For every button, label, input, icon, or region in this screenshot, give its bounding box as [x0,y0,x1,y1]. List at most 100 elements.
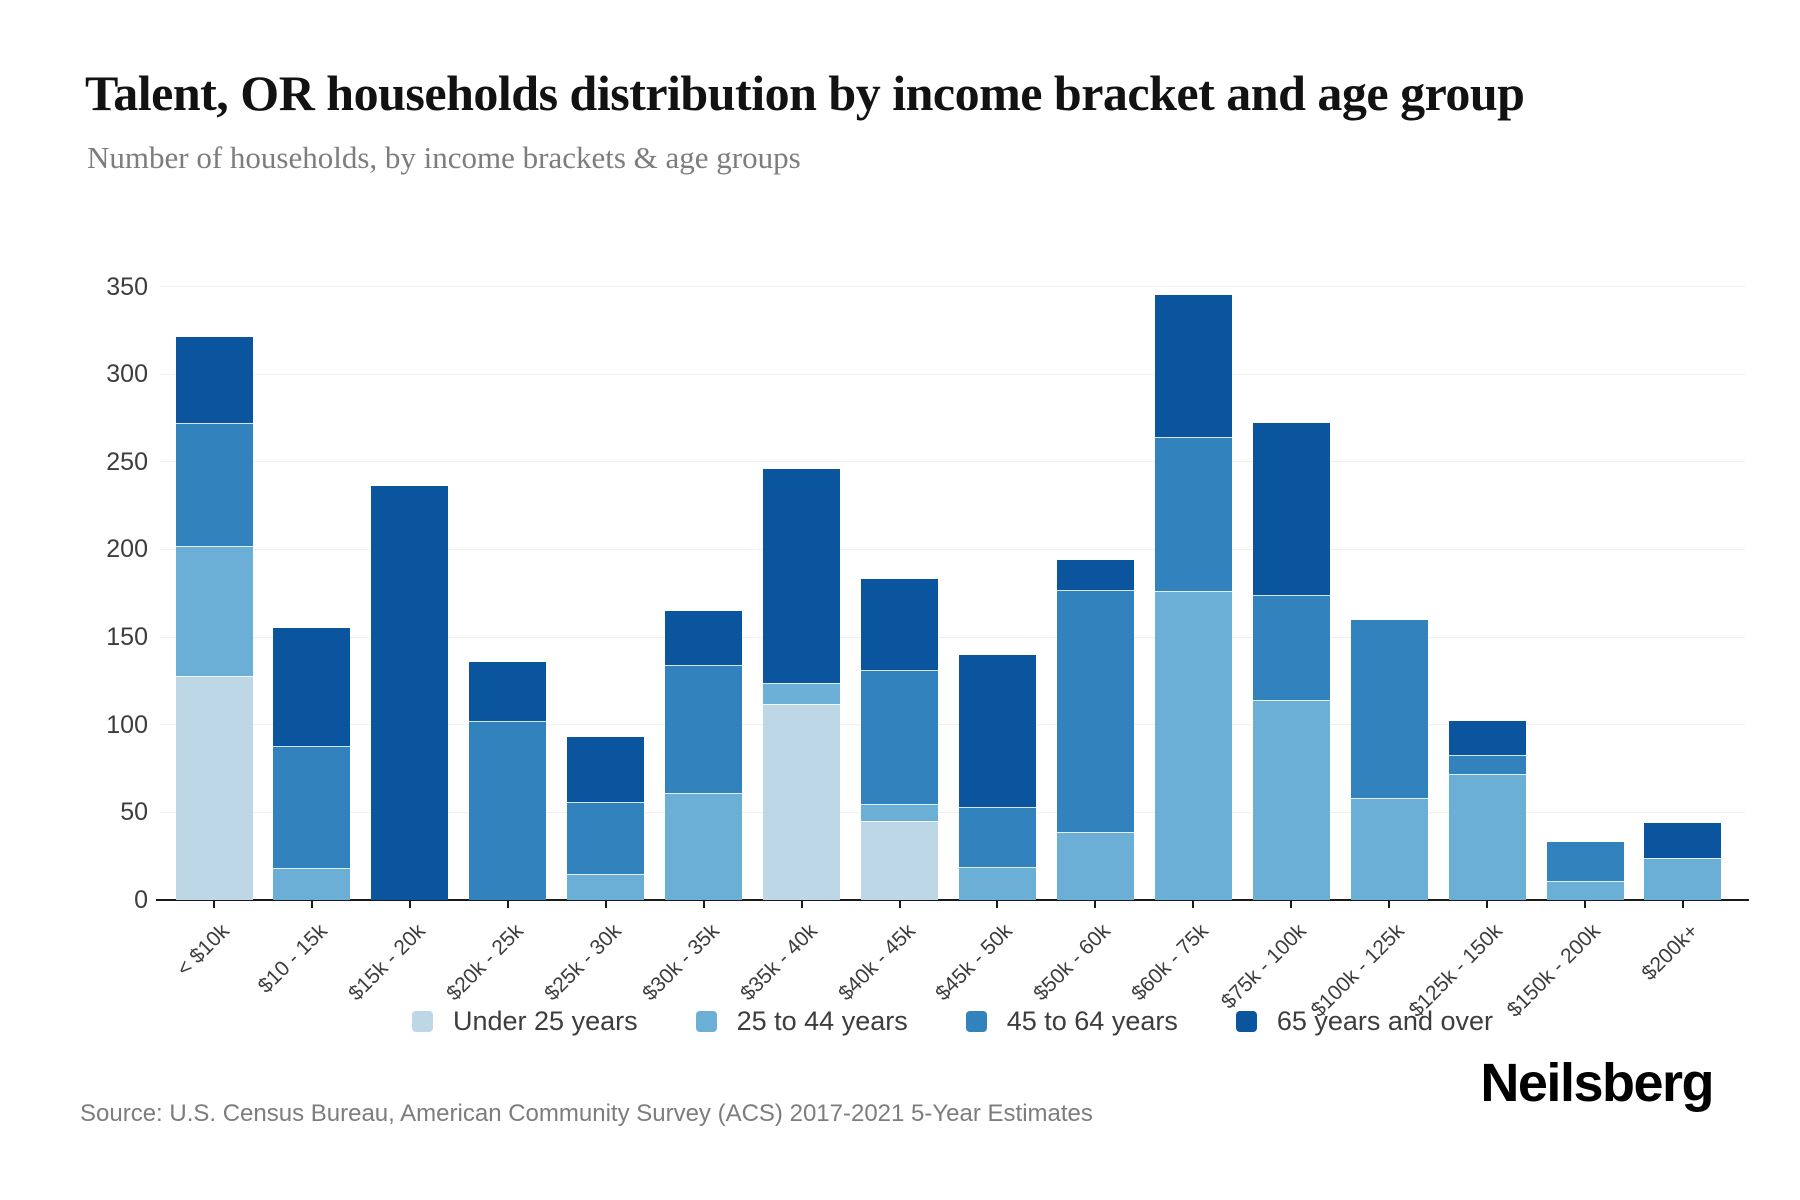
bar[interactable] [1448,721,1526,900]
bar-segment[interactable] [469,661,547,722]
bar[interactable] [175,337,253,900]
x-axis-label: $15k - 20k [344,919,430,1006]
bar-segment[interactable] [958,866,1036,900]
y-axis-label: 100 [106,710,148,739]
bar-segment[interactable] [1056,831,1134,900]
bar-segment[interactable] [175,675,253,900]
x-axis-label: $50k - 60k [1029,919,1116,1006]
bar-segment[interactable] [861,670,938,804]
bar-segment[interactable] [958,654,1036,808]
x-axis-line [156,899,1749,901]
chart-title: Talent, OR households distribution by in… [85,65,1525,121]
x-axis-label: $20k - 25k [441,919,528,1006]
bar[interactable] [665,610,743,900]
bar-segment[interactable] [273,745,351,869]
bar-segment[interactable] [371,486,449,900]
bar[interactable] [1154,295,1232,900]
x-tick-mark [898,901,901,908]
bar[interactable] [1350,619,1428,900]
bar-segment[interactable] [665,665,743,794]
chart-subtitle: Number of households, by income brackets… [87,140,801,175]
x-tick-mark [506,901,509,908]
bar-segment[interactable] [567,873,645,900]
bar-segment[interactable] [1644,857,1722,900]
bar[interactable] [273,628,351,900]
x-tick-mark [1681,901,1684,908]
source-note: Source: U.S. Census Bureau, American Com… [80,1100,1093,1127]
legend-item[interactable]: 25 to 44 years [695,1006,908,1037]
bar-segment[interactable] [1448,721,1526,755]
bar-segment[interactable] [567,801,645,874]
y-axis-label: 50 [120,798,148,827]
bar-segment[interactable] [273,868,351,900]
bar[interactable] [1644,822,1722,900]
bar-segment[interactable] [1154,437,1232,592]
bar-segment[interactable] [861,579,938,671]
bar[interactable] [371,486,449,900]
gridline [160,548,1745,550]
bar-segment[interactable] [1448,773,1526,900]
legend-label: 45 to 64 years [1006,1006,1178,1036]
bar-segment[interactable] [175,545,253,676]
bar[interactable] [567,736,645,900]
x-tick-mark [1094,901,1097,908]
y-axis-label: 200 [106,535,148,564]
x-tick-mark [213,901,215,908]
bar-segment[interactable] [469,721,547,900]
x-axis-label: $35k - 40k [735,919,822,1006]
bar-segment[interactable] [1252,700,1330,900]
bar-segment[interactable] [1154,591,1232,900]
bar-segment[interactable] [1056,559,1134,590]
bar-segment[interactable] [665,793,743,900]
bar[interactable] [469,661,547,900]
x-tick-mark [800,901,803,908]
y-axis-label: 350 [106,272,148,301]
bar-segment[interactable] [273,628,351,746]
bar-segment[interactable] [665,610,743,666]
bar-segment[interactable] [763,468,841,683]
y-axis-label: 300 [106,360,148,389]
gridline [160,724,1745,726]
bar-segment[interactable] [175,337,253,424]
legend-item[interactable]: 65 years and over [1235,1006,1493,1037]
bar-segment[interactable] [1350,798,1428,900]
legend-item[interactable]: Under 25 years [412,1006,638,1037]
y-axis-label: 250 [106,447,148,476]
bar-segment[interactable] [861,803,938,822]
bar-segment[interactable] [763,682,841,704]
bar[interactable] [1546,842,1624,900]
legend-swatch-icon [965,1011,987,1032]
bar-segment[interactable] [1546,880,1624,900]
bar[interactable] [763,468,841,900]
gridline [160,636,1745,638]
bar[interactable] [861,579,938,900]
legend-label: 65 years and over [1276,1006,1493,1036]
legend-item[interactable]: 45 to 64 years [965,1006,1178,1037]
x-tick-mark [604,901,607,908]
x-tick-mark [310,901,313,908]
bar-segment[interactable] [1252,594,1330,701]
bar-segment[interactable] [1644,822,1722,858]
bar-segment[interactable] [763,703,841,900]
bar-segment[interactable] [958,807,1036,867]
bar-segment[interactable] [1448,754,1526,774]
legend-swatch-icon [1235,1011,1257,1032]
bar[interactable] [958,654,1036,900]
bar[interactable] [1252,423,1330,900]
legend-label: Under 25 years [453,1006,638,1036]
bar-segment[interactable] [175,423,253,546]
bar-segment[interactable] [861,821,938,900]
bar-segment[interactable] [1350,619,1428,799]
bar-segment[interactable] [1546,842,1624,881]
x-tick-mark [1192,901,1195,908]
bar-segment[interactable] [1252,423,1330,595]
x-tick-mark [996,901,999,908]
x-axis-label: $60k - 75k [1127,919,1214,1006]
bar-segment[interactable] [1154,295,1232,438]
brand-logo[interactable]: Neilsberg [1480,1053,1714,1113]
bar-segment[interactable] [1056,589,1134,832]
bar[interactable] [1056,559,1134,900]
bar-segment[interactable] [567,736,645,802]
